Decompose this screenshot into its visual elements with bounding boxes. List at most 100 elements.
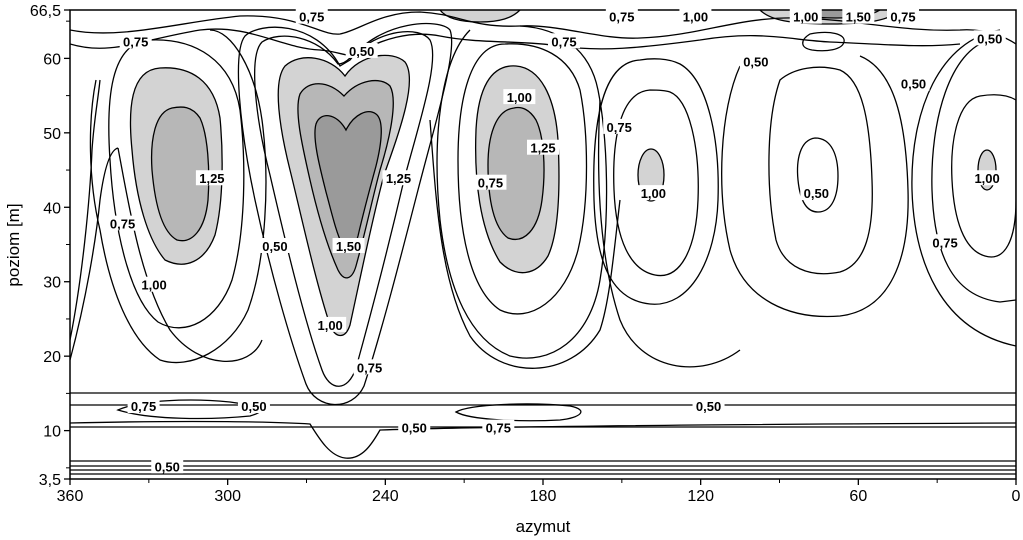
fill-region-1-25 — [151, 107, 209, 241]
contour-level-label: 0,50 — [345, 42, 378, 59]
label-background — [789, 8, 822, 24]
y-tick-label: 66,5 — [30, 3, 61, 20]
label-background — [332, 237, 365, 253]
x-tick-label: 0 — [1012, 488, 1021, 505]
level-label-text: 0,75 — [890, 10, 915, 25]
contour-level-label: 0,50 — [897, 75, 930, 92]
level-label-text: 0,75 — [299, 10, 324, 25]
contour-level-label: 0,75 — [119, 33, 152, 49]
level-label-text: 1,00 — [641, 186, 666, 201]
y-axis-title: poziom [m] — [4, 203, 23, 286]
contour-line — [70, 79, 101, 341]
contour-line — [487, 106, 545, 240]
level-label-text: 1,00 — [974, 171, 999, 186]
level-label-text: 0,50 — [241, 399, 266, 414]
y-tick-label: 20 — [43, 349, 61, 366]
contour-level-label: 1,25 — [527, 139, 559, 156]
contour-line — [951, 94, 1016, 258]
contour-line — [70, 11, 1016, 45]
level-label-text: 0,75 — [357, 360, 382, 375]
contour-line — [436, 25, 608, 359]
label-background — [971, 170, 1004, 186]
label-background — [929, 234, 962, 250]
level-label-text: 0,50 — [901, 77, 926, 92]
contour-line — [613, 89, 699, 277]
contour-level-label: 1,00 — [138, 276, 171, 293]
x-tick-label: 300 — [214, 488, 241, 505]
contour-line — [796, 137, 839, 213]
fill-region-1-25 — [488, 107, 544, 240]
contour-line — [457, 43, 588, 315]
label-background — [237, 398, 270, 414]
label-background — [527, 139, 559, 155]
level-label-text: 0,50 — [262, 239, 287, 254]
level-label-text: 0,75 — [551, 34, 576, 49]
contour-line — [475, 65, 560, 274]
contour-level-label: 1,00 — [789, 8, 822, 25]
contour-line — [70, 420, 1016, 459]
contour-level-label: 1,00 — [314, 316, 347, 333]
contour-level-label: 1,50 — [842, 8, 875, 25]
contour-line — [108, 39, 245, 329]
level-label-text: 1,00 — [141, 278, 166, 293]
contour-level-label: 0,75 — [474, 174, 507, 191]
contour-level-label: 1,50 — [332, 237, 365, 254]
label-background — [127, 398, 160, 414]
contour-level-label: 0,75 — [482, 419, 515, 436]
contour-level-label: 0,75 — [929, 234, 962, 250]
level-label-text: 0,75 — [123, 34, 148, 49]
level-label-text: 0,75 — [609, 10, 634, 25]
contour-level-label: 0,75 — [106, 215, 139, 232]
contour-line — [117, 147, 263, 362]
contour-level-label: 1,25 — [382, 170, 415, 186]
level-label-text: 1,25 — [386, 171, 411, 186]
level-label-text: 0,75 — [607, 120, 632, 135]
contour-line — [70, 147, 119, 361]
contour-level-label: 0,50 — [692, 398, 725, 414]
label-background — [973, 30, 1006, 46]
contour-line — [439, 10, 521, 23]
level-label-text: 1,00 — [317, 318, 342, 333]
level-label-text: 0,50 — [804, 186, 829, 201]
level-label-text: 0,75 — [486, 421, 511, 436]
label-background — [295, 8, 328, 24]
label-background — [138, 276, 171, 292]
label-background — [151, 458, 184, 474]
contour-level-label: 0,75 — [353, 359, 386, 375]
label-background — [482, 419, 515, 435]
label-background — [739, 53, 772, 69]
label-background — [503, 89, 536, 105]
contour-level-label: 1,00 — [971, 170, 1004, 186]
label-background — [353, 359, 386, 375]
contour-line — [70, 28, 961, 57]
contour-level-label: 0,50 — [973, 30, 1006, 46]
contour-line — [911, 29, 1016, 347]
contour-line — [454, 403, 582, 422]
contour-level-label: 1,00 — [679, 8, 712, 25]
contour-line — [297, 79, 394, 279]
label-background — [842, 8, 875, 24]
y-tick-label: 3,5 — [39, 472, 61, 489]
label-background — [345, 42, 378, 58]
level-label-text: 0,50 — [349, 44, 374, 59]
level-label-text: 0,50 — [696, 399, 721, 414]
level-label-text: 0,50 — [402, 421, 427, 436]
label-background — [474, 174, 507, 190]
fill-region-1-50 — [314, 111, 382, 250]
label-background — [314, 316, 347, 332]
contour-level-label: 0,75 — [127, 398, 160, 414]
level-label-text: 0,50 — [743, 54, 768, 69]
label-background — [548, 33, 581, 49]
label-background — [106, 215, 139, 231]
level-label-text: 0,75 — [478, 176, 503, 191]
level-label-text: 1,00 — [507, 90, 532, 105]
contour-line — [129, 67, 223, 265]
contour-level-label: 1,00 — [503, 89, 536, 105]
contour-line — [802, 31, 845, 52]
label-background — [195, 170, 228, 186]
label-background — [258, 237, 291, 253]
contour-level-label: 0,75 — [295, 8, 328, 25]
contour-line — [237, 22, 453, 406]
contour-line — [637, 148, 665, 202]
